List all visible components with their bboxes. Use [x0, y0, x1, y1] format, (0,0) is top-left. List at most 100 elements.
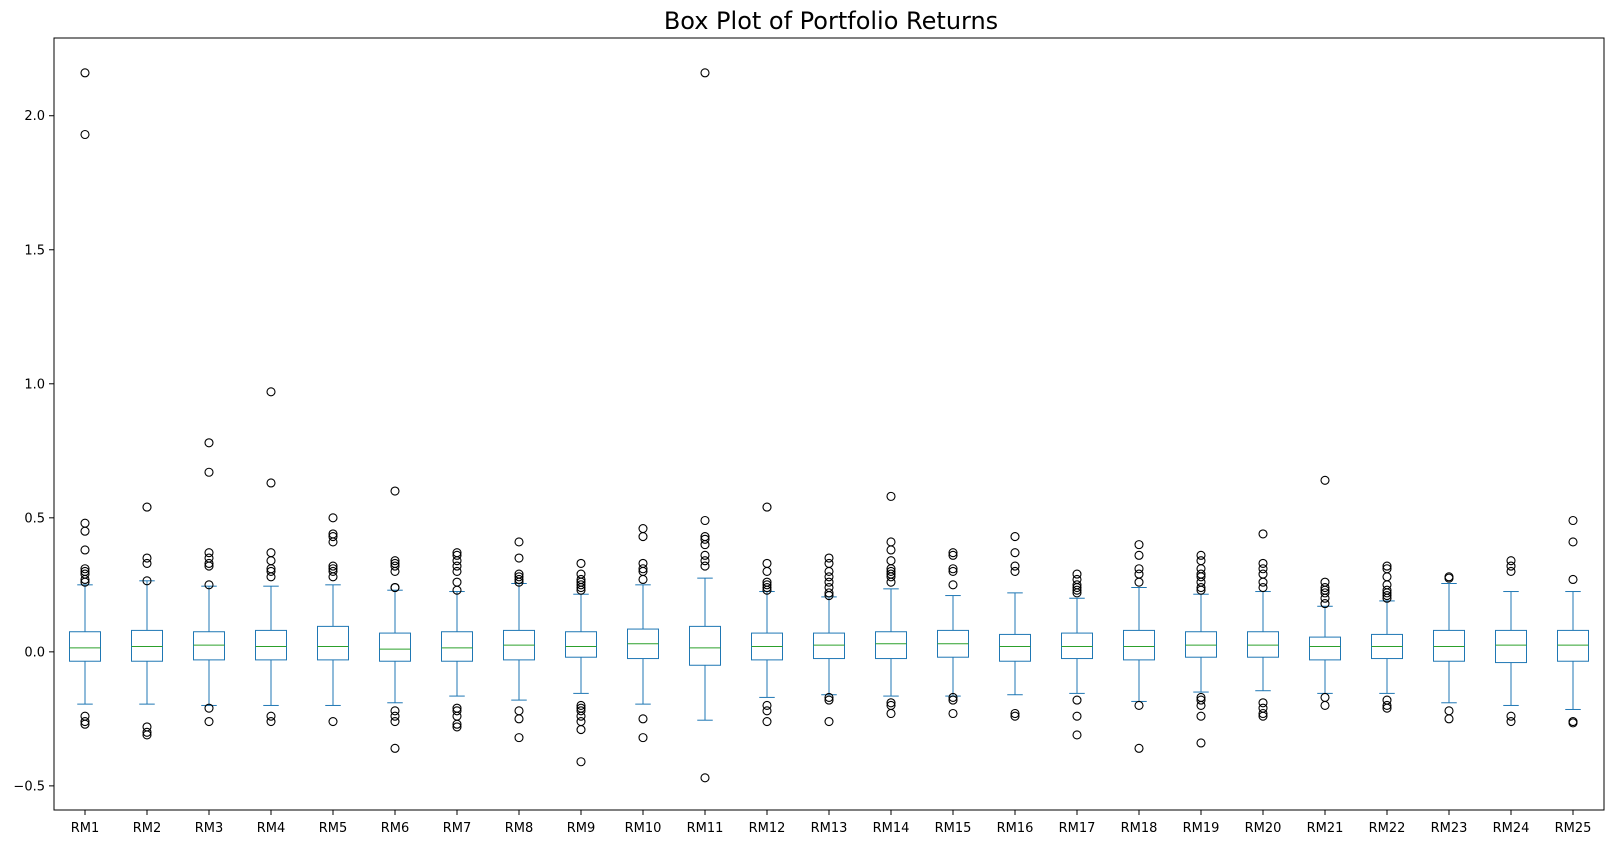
outlier-point [886, 545, 896, 555]
iqr-box [1185, 631, 1217, 658]
outlier-point [1258, 711, 1268, 721]
iqr-box [1433, 629, 1465, 662]
outlier-point [1382, 703, 1392, 713]
outlier-point [266, 711, 276, 721]
outlier-point [1010, 708, 1020, 719]
outlier-point [1258, 529, 1268, 539]
outlier-point [700, 534, 710, 544]
iqr-box [193, 631, 225, 661]
outlier-point [1568, 515, 1578, 526]
outlier-point [886, 537, 896, 547]
x-tick-label: RM6 [381, 821, 410, 836]
outlier-point [700, 773, 710, 783]
box-rm14 [875, 491, 907, 719]
outlier-point [1010, 532, 1020, 542]
outlier-point [576, 558, 586, 568]
outlier-point [390, 711, 400, 721]
outlier-point [1072, 585, 1082, 595]
outlier-point [266, 478, 276, 488]
outlier-point [824, 692, 834, 702]
outlier-point [948, 550, 958, 560]
outlier-point [204, 716, 214, 727]
x-tick-label: RM12 [749, 821, 786, 836]
outlier-point [700, 556, 710, 566]
outlier-point [1382, 572, 1392, 582]
x-tick-label: RM8 [505, 821, 534, 836]
outlier-point [204, 561, 214, 571]
iqr-box [317, 625, 349, 661]
outlier-point [638, 733, 648, 743]
outlier-point [266, 716, 276, 727]
outlier-point [1134, 577, 1144, 587]
iqr-box [441, 631, 473, 662]
outlier-point [886, 572, 896, 582]
outlier-point [1382, 700, 1392, 711]
outlier-point [762, 700, 772, 711]
outlier-point [1320, 582, 1330, 593]
outlier-point [514, 733, 524, 743]
x-tick-label: RM15 [935, 821, 972, 836]
outlier-point [886, 698, 896, 708]
outlier-point [452, 577, 462, 587]
outlier-point [824, 577, 834, 587]
outlier-point [328, 561, 338, 571]
outlier-point [1444, 573, 1454, 583]
outlier-point [762, 580, 772, 590]
box-rm9 [565, 558, 597, 767]
boxes-group [69, 68, 1589, 783]
outlier-point [1010, 561, 1020, 571]
outlier-point [1444, 706, 1454, 716]
outlier-point [1072, 588, 1082, 598]
box-rm6 [379, 486, 411, 753]
y-tick-label: −0.5 [13, 779, 45, 794]
outlier-point [762, 566, 772, 576]
outlier-point [204, 548, 214, 558]
outlier-point [1320, 700, 1330, 711]
outlier-point [886, 708, 896, 719]
outlier-point [948, 695, 958, 705]
outlier-point [266, 556, 276, 566]
x-tick-label: RM23 [1431, 821, 1468, 836]
box-rm11 [689, 68, 721, 783]
outlier-point [452, 585, 462, 595]
x-tick-label: RM25 [1555, 821, 1592, 836]
outlier-point [1382, 591, 1392, 601]
outlier-point [266, 548, 276, 558]
outlier-point [142, 727, 152, 737]
x-tick-label: RM21 [1307, 821, 1344, 836]
outlier-point [390, 561, 400, 571]
outlier-point [390, 582, 400, 593]
outlier-point [80, 577, 90, 587]
outlier-point [824, 695, 834, 705]
outlier-point [1320, 692, 1330, 702]
outlier-point [638, 564, 648, 574]
box-rm19 [1185, 550, 1217, 748]
outlier-point [576, 582, 586, 593]
outlier-point [1258, 577, 1268, 587]
outlier-point [1506, 561, 1516, 571]
outlier-point [762, 558, 772, 568]
outlier-point [514, 537, 524, 547]
iqr-box [565, 631, 597, 658]
outlier-point [266, 572, 276, 582]
outlier-point [1196, 550, 1206, 560]
x-tick-label: RM13 [811, 821, 848, 836]
outlier-point [700, 550, 710, 560]
outlier-point [1134, 569, 1144, 579]
box-rm15 [937, 548, 969, 719]
outlier-point [1072, 582, 1082, 593]
iqr-box [1061, 632, 1093, 660]
box-rm10 [627, 523, 659, 743]
outlier-point [1196, 585, 1206, 595]
outlier-point [328, 572, 338, 582]
outlier-point [762, 716, 772, 727]
outlier-point [1258, 569, 1268, 579]
iqr-box [813, 632, 845, 660]
outlier-point [824, 591, 834, 601]
iqr-box [255, 629, 287, 661]
outlier-point [576, 725, 586, 735]
outlier-point [638, 574, 648, 585]
outlier-point [328, 566, 338, 576]
box-rm12 [751, 502, 783, 727]
